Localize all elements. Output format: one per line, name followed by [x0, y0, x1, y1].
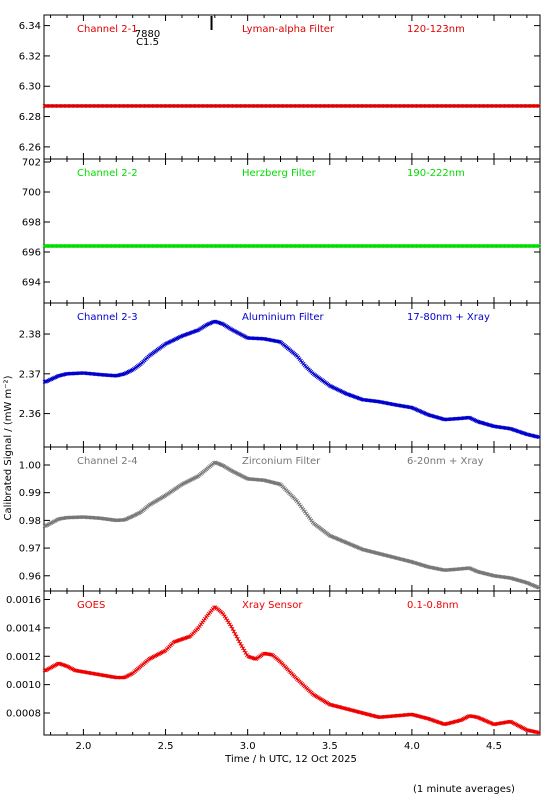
x-tick-labels: 2.0 2.5 3.0 3.5 4.0 4.5 — [75, 741, 502, 752]
data-point — [536, 435, 541, 440]
panel-band-label: 190-222nm — [407, 168, 465, 179]
y-tick-label: 0.0010 — [6, 680, 41, 691]
data-point — [234, 634, 239, 639]
data-point — [225, 618, 230, 623]
y-tick-label: 698 — [22, 218, 41, 229]
y-tick-label: 2.38 — [19, 330, 41, 341]
x-tick-label: 3.0 — [240, 741, 256, 752]
y-tick-label: 0.99 — [19, 488, 41, 499]
data-point — [243, 650, 248, 655]
data-point — [222, 614, 227, 619]
data-point — [235, 636, 240, 641]
y-tick-label: 0.0008 — [6, 709, 41, 720]
event-region-label: 7880 — [135, 29, 160, 40]
data-point — [536, 730, 541, 735]
panel-1: 6.26 6.28 6.30 6.32 6.34 Channel 2-1 Lyman-alp… — [19, 14, 541, 160]
panel-4: 0.96 0.97 0.98 0.99 1.00 Channel 2-4 Zirconium… — [19, 446, 541, 592]
y-tick-label: 0.0012 — [6, 652, 41, 663]
panel-channel-label: Channel 2-2 — [77, 168, 138, 179]
y-tick-label: 6.30 — [19, 82, 41, 93]
data-point — [221, 612, 226, 617]
data-point — [242, 648, 247, 653]
panel-frame — [43, 158, 541, 304]
y-tick-label: 0.96 — [19, 571, 41, 582]
y-tick-label: 694 — [22, 278, 41, 289]
x-tick-label: 2.5 — [158, 741, 174, 752]
y-tick-label: 6.28 — [19, 112, 41, 123]
panel-channel-label: Channel 2-1 — [77, 24, 138, 35]
y-tick-label: 1.00 — [19, 461, 41, 472]
panel-filter-label: Herzberg Filter — [242, 168, 317, 179]
footer-note: (1 minute averages) — [413, 784, 515, 795]
y-tick-label: 0.97 — [19, 544, 41, 555]
x-axis-label: Time / h UTC, 12 Oct 2025 — [224, 754, 357, 765]
data-point — [231, 629, 236, 634]
y-tick-label: 6.34 — [19, 21, 41, 32]
y-tick-label: 2.37 — [19, 369, 41, 380]
y-axis-label: Calibrated Signal / (mW m⁻²) — [3, 375, 14, 520]
panel-band-label: 120-123nm — [407, 24, 465, 35]
panel-3: 2.36 2.37 2.38 Channel 2-3 Aluminium Filter 1… — [19, 302, 541, 448]
data-point — [535, 244, 540, 248]
data-series — [42, 605, 541, 735]
data-series — [42, 460, 541, 590]
panel-band-label: 0.1-0.8nm — [407, 600, 459, 611]
panel-5: 0.0008 0.0010 0.0012 0.0014 0.0016 GOES Xray S… — [6, 590, 541, 736]
panel-2: 694 696 698 700 702 Channel 2-2 Herzberg Filte… — [22, 158, 541, 304]
panel-channel-label: Channel 2-3 — [77, 312, 138, 323]
data-point — [229, 624, 234, 629]
data-point — [239, 644, 244, 648]
y-tick-label: 0.0014 — [6, 623, 41, 634]
x-tick-label: 3.5 — [322, 741, 338, 752]
y-tick-label: 700 — [22, 188, 41, 199]
data-point — [536, 585, 541, 590]
data-point — [241, 646, 246, 651]
y-tick-label: 0.98 — [19, 516, 41, 527]
y-tick-label: 0.0016 — [6, 595, 41, 606]
panel-filter-label: Xray Sensor — [242, 600, 303, 611]
x-tick-label: 4.0 — [404, 741, 420, 752]
y-tick-label: 6.26 — [19, 142, 41, 153]
y-tick-label: 696 — [22, 248, 41, 259]
data-series — [42, 103, 541, 108]
data-point — [237, 639, 242, 644]
panel-channel-label: Channel 2-4 — [77, 456, 138, 467]
data-point — [224, 616, 228, 621]
panel-band-label: 17-80nm + Xray — [407, 312, 490, 323]
data-series — [42, 319, 541, 440]
panel-frame — [43, 590, 541, 736]
panel-channel-label: GOES — [77, 600, 105, 611]
panel-filter-label: Zirconium Filter — [242, 456, 321, 467]
x-tick-label: 4.5 — [486, 741, 502, 752]
data-point — [230, 627, 235, 631]
data-point — [536, 244, 541, 248]
y-tick-label: 2.36 — [19, 409, 41, 420]
panel-frame — [43, 14, 541, 160]
event-class-label: C1.5 — [136, 37, 159, 48]
y-tick-label: 6.32 — [19, 51, 41, 62]
data-point — [233, 632, 238, 636]
data-point — [238, 641, 243, 646]
event-marker: 7880 C1.5 — [135, 16, 213, 48]
panel-filter-label: Aluminium Filter — [242, 312, 325, 323]
panel-band-label: 6-20nm + Xray — [407, 456, 484, 467]
x-tick-label: 2.0 — [75, 741, 91, 752]
panels-group: 6.26 6.28 6.30 6.32 6.34 Channel 2-1 Lyman-alp… — [6, 14, 541, 736]
panel-filter-label: Lyman-alpha Filter — [242, 24, 335, 35]
data-point — [227, 622, 232, 627]
x-axis: 2.0 2.5 3.0 3.5 4.0 4.5 Time / h UTC, 12 Oct … — [75, 741, 502, 765]
data-series — [42, 244, 541, 248]
data-point — [226, 620, 231, 625]
y-tick-label: 702 — [22, 158, 41, 169]
data-point — [536, 103, 541, 108]
data-point — [535, 103, 540, 108]
